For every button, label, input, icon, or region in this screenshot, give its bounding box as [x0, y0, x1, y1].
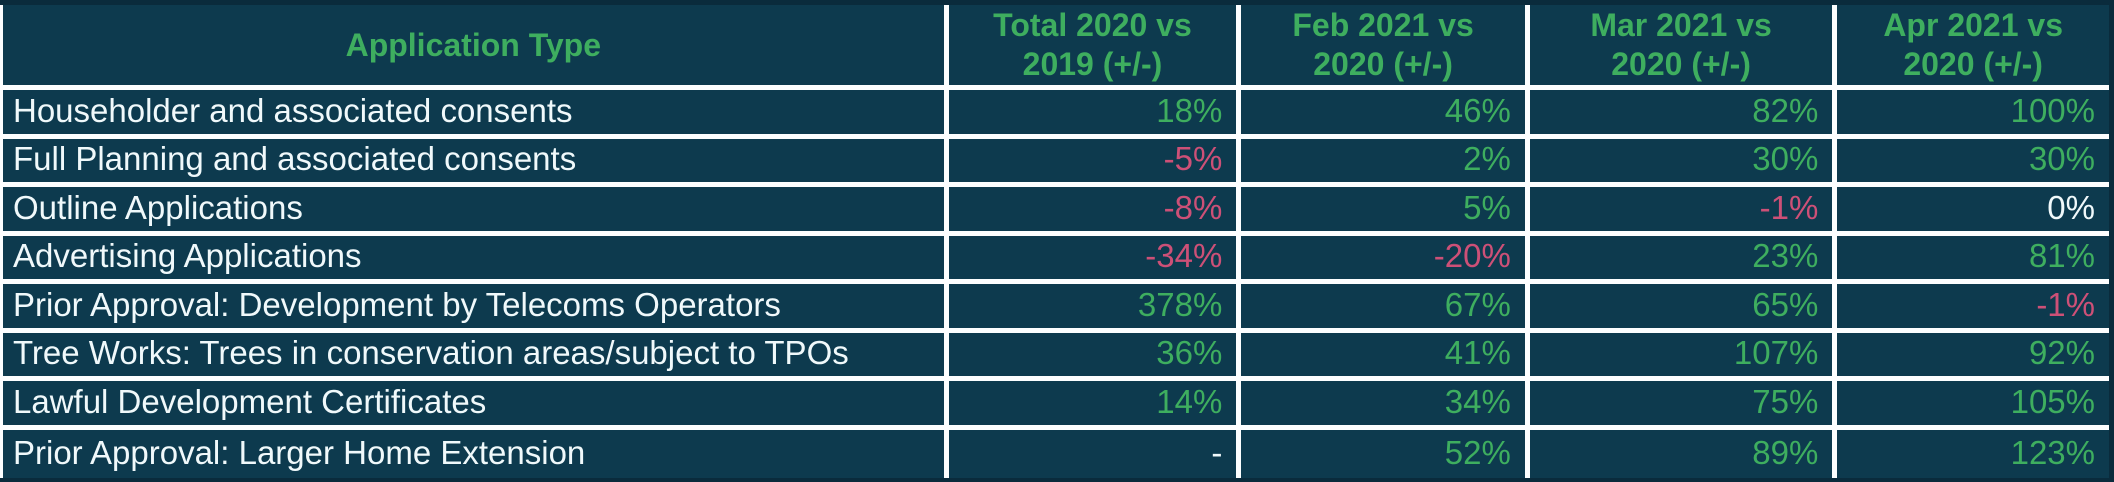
value-cell-feb-2021-vs-2020: 67%	[1241, 284, 1530, 333]
column-header-line: Application Type	[345, 26, 601, 63]
value-cell-feb-2021-vs-2020: 34%	[1241, 381, 1530, 430]
column-header-line: Feb 2021 vs	[1292, 7, 1474, 43]
column-header-line: 2020 (+/-)	[1611, 46, 1751, 82]
value-cell-feb-2021-vs-2020: 52%	[1241, 429, 1530, 478]
application-type-cell: Lawful Development Certificates	[3, 381, 949, 430]
application-type-cell: Prior Approval: Larger Home Extension	[3, 429, 949, 478]
value-cell-apr-2021-vs-2020: 30%	[1837, 138, 2109, 187]
value-cell-apr-2021-vs-2020: 123%	[1837, 429, 2109, 478]
application-type-cell: Full Planning and associated consents	[3, 138, 949, 187]
value-cell-total-2020-vs-2019: 36%	[948, 332, 1242, 381]
table-row: Full Planning and associated consents -5%…	[3, 138, 2109, 187]
column-header-line: 2019 (+/-)	[1022, 46, 1163, 82]
value-cell-mar-2021-vs-2020: 75%	[1529, 381, 1838, 430]
application-type-cell: Advertising Applications	[3, 235, 949, 284]
table-row: Prior Approval: Larger Home Extension -52…	[3, 429, 2109, 478]
column-header-line: Apr 2021 vs	[1883, 7, 2063, 43]
table-row: Householder and associated consents 18% 46…	[3, 90, 2109, 139]
column-header-mar-2021-vs-2020: Mar 2021 vs 2020 (+/-)	[1529, 5, 1838, 90]
column-header-line: Mar 2021 vs	[1590, 7, 1772, 43]
column-header-line: 2020 (+/-)	[1903, 46, 2043, 82]
value-cell-apr-2021-vs-2020: 105%	[1837, 381, 2109, 430]
column-header-line: Total 2020 vs	[993, 7, 1192, 43]
value-cell-apr-2021-vs-2020: 0%	[1837, 187, 2109, 236]
application-type-cell: Outline Applications	[3, 187, 949, 236]
value-cell-total-2020-vs-2019: 18%	[948, 90, 1242, 139]
value-cell-mar-2021-vs-2020: 82%	[1529, 90, 1838, 139]
table-row: Outline Applications -8% 5% -1% 0%	[3, 187, 2109, 236]
table-row: Prior Approval: Development by Telecoms …	[3, 284, 2109, 333]
value-cell-total-2020-vs-2019: -34%	[948, 235, 1242, 284]
value-cell-total-2020-vs-2019: -8%	[948, 187, 1242, 236]
value-cell-mar-2021-vs-2020: 30%	[1529, 138, 1838, 187]
value-cell-total-2020-vs-2019: -5%	[948, 138, 1242, 187]
table-row: Lawful Development Certificates 14% 34% 75%…	[3, 381, 2109, 430]
value-cell-feb-2021-vs-2020: -20%	[1241, 235, 1530, 284]
value-cell-mar-2021-vs-2020: 89%	[1529, 429, 1838, 478]
column-header-line: 2020 (+/-)	[1313, 46, 1453, 82]
column-header-application-type: Application Type	[3, 5, 949, 90]
value-cell-total-2020-vs-2019: 14%	[948, 381, 1242, 430]
value-cell-mar-2021-vs-2020: 65%	[1529, 284, 1838, 333]
application-type-cell: Tree Works: Trees in conservation areas/…	[3, 332, 949, 381]
value-cell-feb-2021-vs-2020: 2%	[1241, 138, 1530, 187]
value-cell-apr-2021-vs-2020: 92%	[1837, 332, 2109, 381]
value-cell-apr-2021-vs-2020: 81%	[1837, 235, 2109, 284]
value-cell-feb-2021-vs-2020: 46%	[1241, 90, 1530, 139]
value-cell-total-2020-vs-2019: -	[948, 429, 1242, 478]
value-cell-total-2020-vs-2019: 378%	[948, 284, 1242, 333]
value-cell-feb-2021-vs-2020: 41%	[1241, 332, 1530, 381]
value-cell-apr-2021-vs-2020: 100%	[1837, 90, 2109, 139]
application-type-comparison-table: Application Type Total 2020 vs 2019 (+/-) F…	[0, 5, 2109, 478]
value-cell-mar-2021-vs-2020: 23%	[1529, 235, 1838, 284]
application-type-cell: Householder and associated consents	[3, 90, 949, 139]
value-cell-mar-2021-vs-2020: 107%	[1529, 332, 1838, 381]
column-header-apr-2021-vs-2020: Apr 2021 vs 2020 (+/-)	[1837, 5, 2109, 90]
value-cell-feb-2021-vs-2020: 5%	[1241, 187, 1530, 236]
table-row: Tree Works: Trees in conservation areas/…	[3, 332, 2109, 381]
application-type-cell: Prior Approval: Development by Telecoms …	[3, 284, 949, 333]
table-row: Advertising Applications -34% -20% 23% 81%	[3, 235, 2109, 284]
value-cell-mar-2021-vs-2020: -1%	[1529, 187, 1838, 236]
column-header-total-2020-vs-2019: Total 2020 vs 2019 (+/-)	[948, 5, 1242, 90]
value-cell-apr-2021-vs-2020: -1%	[1837, 284, 2109, 333]
table-header-row: Application Type Total 2020 vs 2019 (+/-) F…	[3, 5, 2109, 90]
column-header-feb-2021-vs-2020: Feb 2021 vs 2020 (+/-)	[1241, 5, 1530, 90]
